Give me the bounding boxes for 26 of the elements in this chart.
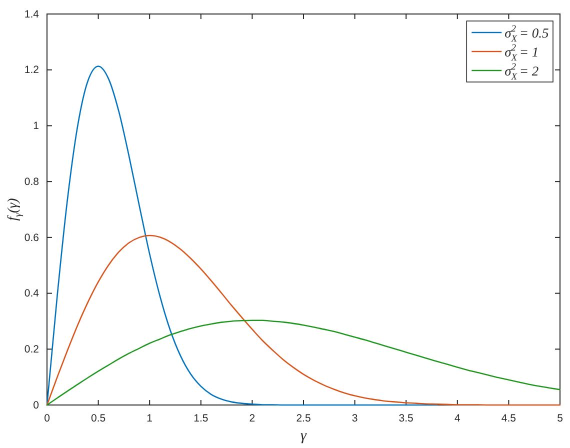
y-tick-label: 0.6	[24, 232, 40, 244]
x-tick-label: 2	[249, 412, 256, 424]
x-tick-label: 1.5	[194, 412, 208, 424]
x-tick-label: 0.5	[90, 412, 106, 424]
x-tick-label: 3.5	[398, 412, 414, 424]
x-tick-label: 0	[44, 412, 50, 424]
y-tick-label: 0.2	[24, 344, 40, 356]
x-tick-label: 4.5	[501, 412, 516, 424]
legend-label: σ$_{X}$$^{2}$ = 0.5	[504, 24, 549, 45]
legend-label: σ$_{X}$$^{2}$ = 2	[504, 62, 539, 83]
y-tick-label: 0.4	[24, 288, 40, 300]
y-tick-label: 0.8	[24, 176, 40, 188]
legend-label: σ$_{X}$$^{2}$ = 1	[504, 43, 539, 64]
x-tick-label: 3	[352, 412, 358, 424]
x-tick-label: 5	[557, 412, 564, 424]
x-axis-title: γ	[300, 428, 308, 444]
line-series	[46, 320, 561, 406]
y-tick-label: 1.2	[24, 64, 40, 76]
y-tick-label: 0	[33, 399, 40, 412]
line-series	[46, 234, 561, 406]
y-tick-label: 1.4	[24, 8, 40, 20]
line-series	[46, 66, 438, 406]
y-tick-label: 1	[33, 120, 40, 132]
x-tick-label: 4	[454, 412, 460, 424]
x-tick-label: 1	[146, 412, 153, 424]
x-tick-label: 2.5	[296, 412, 311, 424]
